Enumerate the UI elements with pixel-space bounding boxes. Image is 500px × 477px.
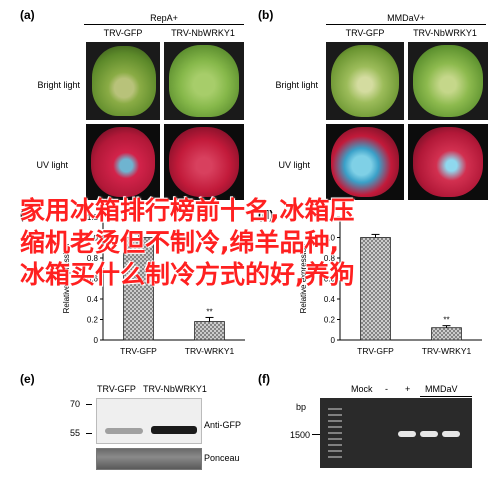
y-tick-label: 1.0 <box>87 234 99 243</box>
overlay-text-line-1: 家用冰箱排行榜前十名,冰箱压 <box>20 196 355 225</box>
panel-a-label: (a) <box>20 8 35 22</box>
overlay-text-line-3: 冰箱买什么制冷方式的好,养狗 <box>20 260 355 289</box>
y-tick-label: 0.4 <box>87 295 99 304</box>
bar <box>194 321 225 341</box>
row-label-uv-a: UV light <box>36 160 68 170</box>
chart-c: 0 0.2 0.4 0.6 0.8 1.0 1.2 Relative expression TR… <box>62 213 245 356</box>
category-label: TRV-GFP <box>357 346 394 356</box>
y-tick-label: 1.2 <box>324 213 336 222</box>
y-tick-label: 0.8 <box>324 254 336 263</box>
gel-marker-tick <box>312 434 320 435</box>
bar <box>360 237 391 341</box>
row-label-bright-b: Bright light <box>275 80 318 90</box>
blot-anti-gfp <box>96 398 202 444</box>
panel-b-col1: TRV-GFP <box>345 28 385 38</box>
panel-a-col1: TRV-GFP <box>103 28 143 38</box>
panel-f-label: (f) <box>258 372 270 386</box>
y-axis-label: Relative expression <box>299 244 308 314</box>
panel-a-title: RepA+ <box>150 13 178 23</box>
y-tick-label: 0.6 <box>324 275 336 284</box>
gel-bp-label: bp <box>296 402 307 412</box>
leaf-bright-gfp-a <box>86 42 160 120</box>
blot-ponceau <box>96 448 202 470</box>
leaf-uv-wrky1-b <box>408 124 488 200</box>
gel-label-mock: Mock <box>351 384 373 394</box>
row-label-uv-b: UV light <box>278 160 310 170</box>
mw-55: 55 <box>70 428 81 438</box>
category-label: TRV-GFP <box>120 346 157 356</box>
leaf-uv-wrky1-a <box>164 124 244 200</box>
gel-image <box>320 398 472 468</box>
gel-marker-1500: 1500 <box>290 430 311 440</box>
panel-b-rule <box>326 24 486 25</box>
mw-70-tick <box>86 404 92 405</box>
panel-a-col2: TRV-NbWRKY1 <box>171 28 235 38</box>
bar <box>431 327 462 341</box>
lane-label-gfp: TRV-GFP <box>97 384 136 394</box>
panel-b-title: MMDaV+ <box>387 13 425 23</box>
gel-label-mmdav: MMDaV <box>425 384 458 394</box>
y-tick-label: 0.2 <box>87 316 99 325</box>
y-tick-label: 0.6 <box>87 275 99 284</box>
y-tick-label: 0.8 <box>87 254 99 263</box>
gel-label-plus: + <box>405 384 411 394</box>
panel-e-label: (e) <box>20 372 35 386</box>
leaf-bright-wrky1-b <box>408 42 488 120</box>
y-tick-label: 0 <box>331 336 336 345</box>
y-axis-label: Relative expression <box>62 244 71 314</box>
mw-70: 70 <box>70 399 81 409</box>
blot-label-ponceau: Ponceau <box>204 453 240 463</box>
chart-d: 0 0.2 0.4 0.6 0.8 1.0 1.2 Relative expression TR… <box>299 213 482 356</box>
blot-label-anti-gfp: Anti-GFP <box>204 420 242 430</box>
y-tick-label: 1.0 <box>324 234 336 243</box>
leaf-bright-gfp-b <box>326 42 404 120</box>
y-tick-label: 0 <box>94 336 99 345</box>
row-label-bright-a: Bright light <box>37 80 80 90</box>
gel-mmdav-rule <box>420 396 472 397</box>
y-tick-label: 1.2 <box>87 213 99 222</box>
category-label: TRV-WRKY1 <box>185 346 235 356</box>
overlay-text-line-2: 缩机老烫但不制冷,绵羊品种, <box>20 228 339 257</box>
bar <box>123 237 154 341</box>
gel-label-minus: - <box>385 384 388 394</box>
y-tick-label: 0.4 <box>324 295 336 304</box>
leaf-uv-gfp-a <box>86 124 160 200</box>
significance-label: ** <box>206 307 212 316</box>
panel-b-label: (b) <box>258 8 274 22</box>
significance-label: ** <box>443 316 449 325</box>
lane-label-wrky1: TRV-NbWRKY1 <box>143 384 207 394</box>
y-tick-label: 0.2 <box>324 316 336 325</box>
panel-a-rule <box>84 24 244 25</box>
category-label: TRV-WRKY1 <box>422 346 472 356</box>
mw-55-tick <box>86 433 92 434</box>
leaf-bright-wrky1-a <box>164 42 244 120</box>
panel-b-col2: TRV-NbWRKY1 <box>413 28 477 38</box>
panel-c-label: (c) <box>20 208 35 222</box>
leaf-uv-gfp-b <box>326 124 404 200</box>
panel-d-label: (d) <box>258 208 274 222</box>
